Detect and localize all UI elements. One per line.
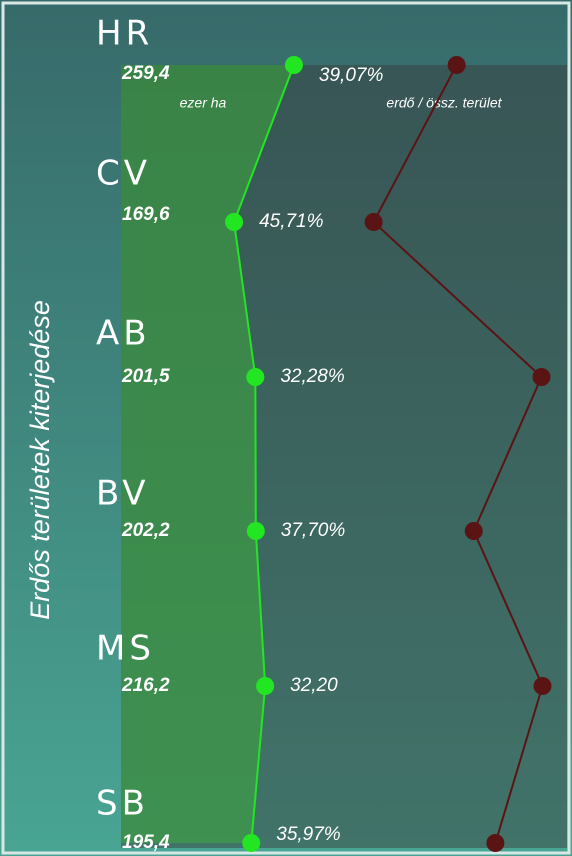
value-label: 216,2 — [121, 675, 170, 696]
point — [486, 834, 505, 852]
value-label: 202,2 — [121, 520, 170, 541]
category-label: CV — [96, 154, 151, 194]
value-label: 37,70% — [281, 520, 346, 541]
point — [256, 677, 275, 695]
value-label: 259,4 — [121, 63, 170, 84]
point — [533, 677, 552, 695]
point — [225, 213, 244, 231]
point — [242, 834, 261, 852]
value-label: 45,71% — [259, 211, 324, 232]
point — [447, 56, 466, 74]
series-line — [233, 64, 295, 844]
value-label: 169,6 — [122, 204, 170, 225]
point — [246, 368, 265, 386]
point — [246, 522, 265, 540]
category-label: AB — [96, 314, 151, 354]
value-label: 195,4 — [122, 832, 170, 853]
point — [364, 213, 383, 231]
category-label: BV — [96, 474, 150, 514]
title: Erdős területek kiterjedése — [25, 300, 55, 620]
point — [284, 56, 303, 74]
value-label: 201,5 — [121, 366, 170, 387]
value-label: 39,07% — [319, 65, 384, 86]
area — [121, 65, 294, 843]
value-label: 35,97% — [276, 824, 341, 845]
point — [532, 368, 551, 386]
unit-label: ezer ha — [180, 95, 227, 111]
category-label: SB — [96, 784, 149, 824]
point — [464, 522, 483, 540]
value-label: 32,28% — [280, 366, 345, 387]
value-label: 32,20 — [290, 675, 338, 696]
unit-label: erdő / össz. terület — [386, 95, 502, 111]
category-label: MS — [96, 629, 155, 669]
category-label: HR — [96, 14, 153, 54]
series-line — [372, 64, 544, 844]
